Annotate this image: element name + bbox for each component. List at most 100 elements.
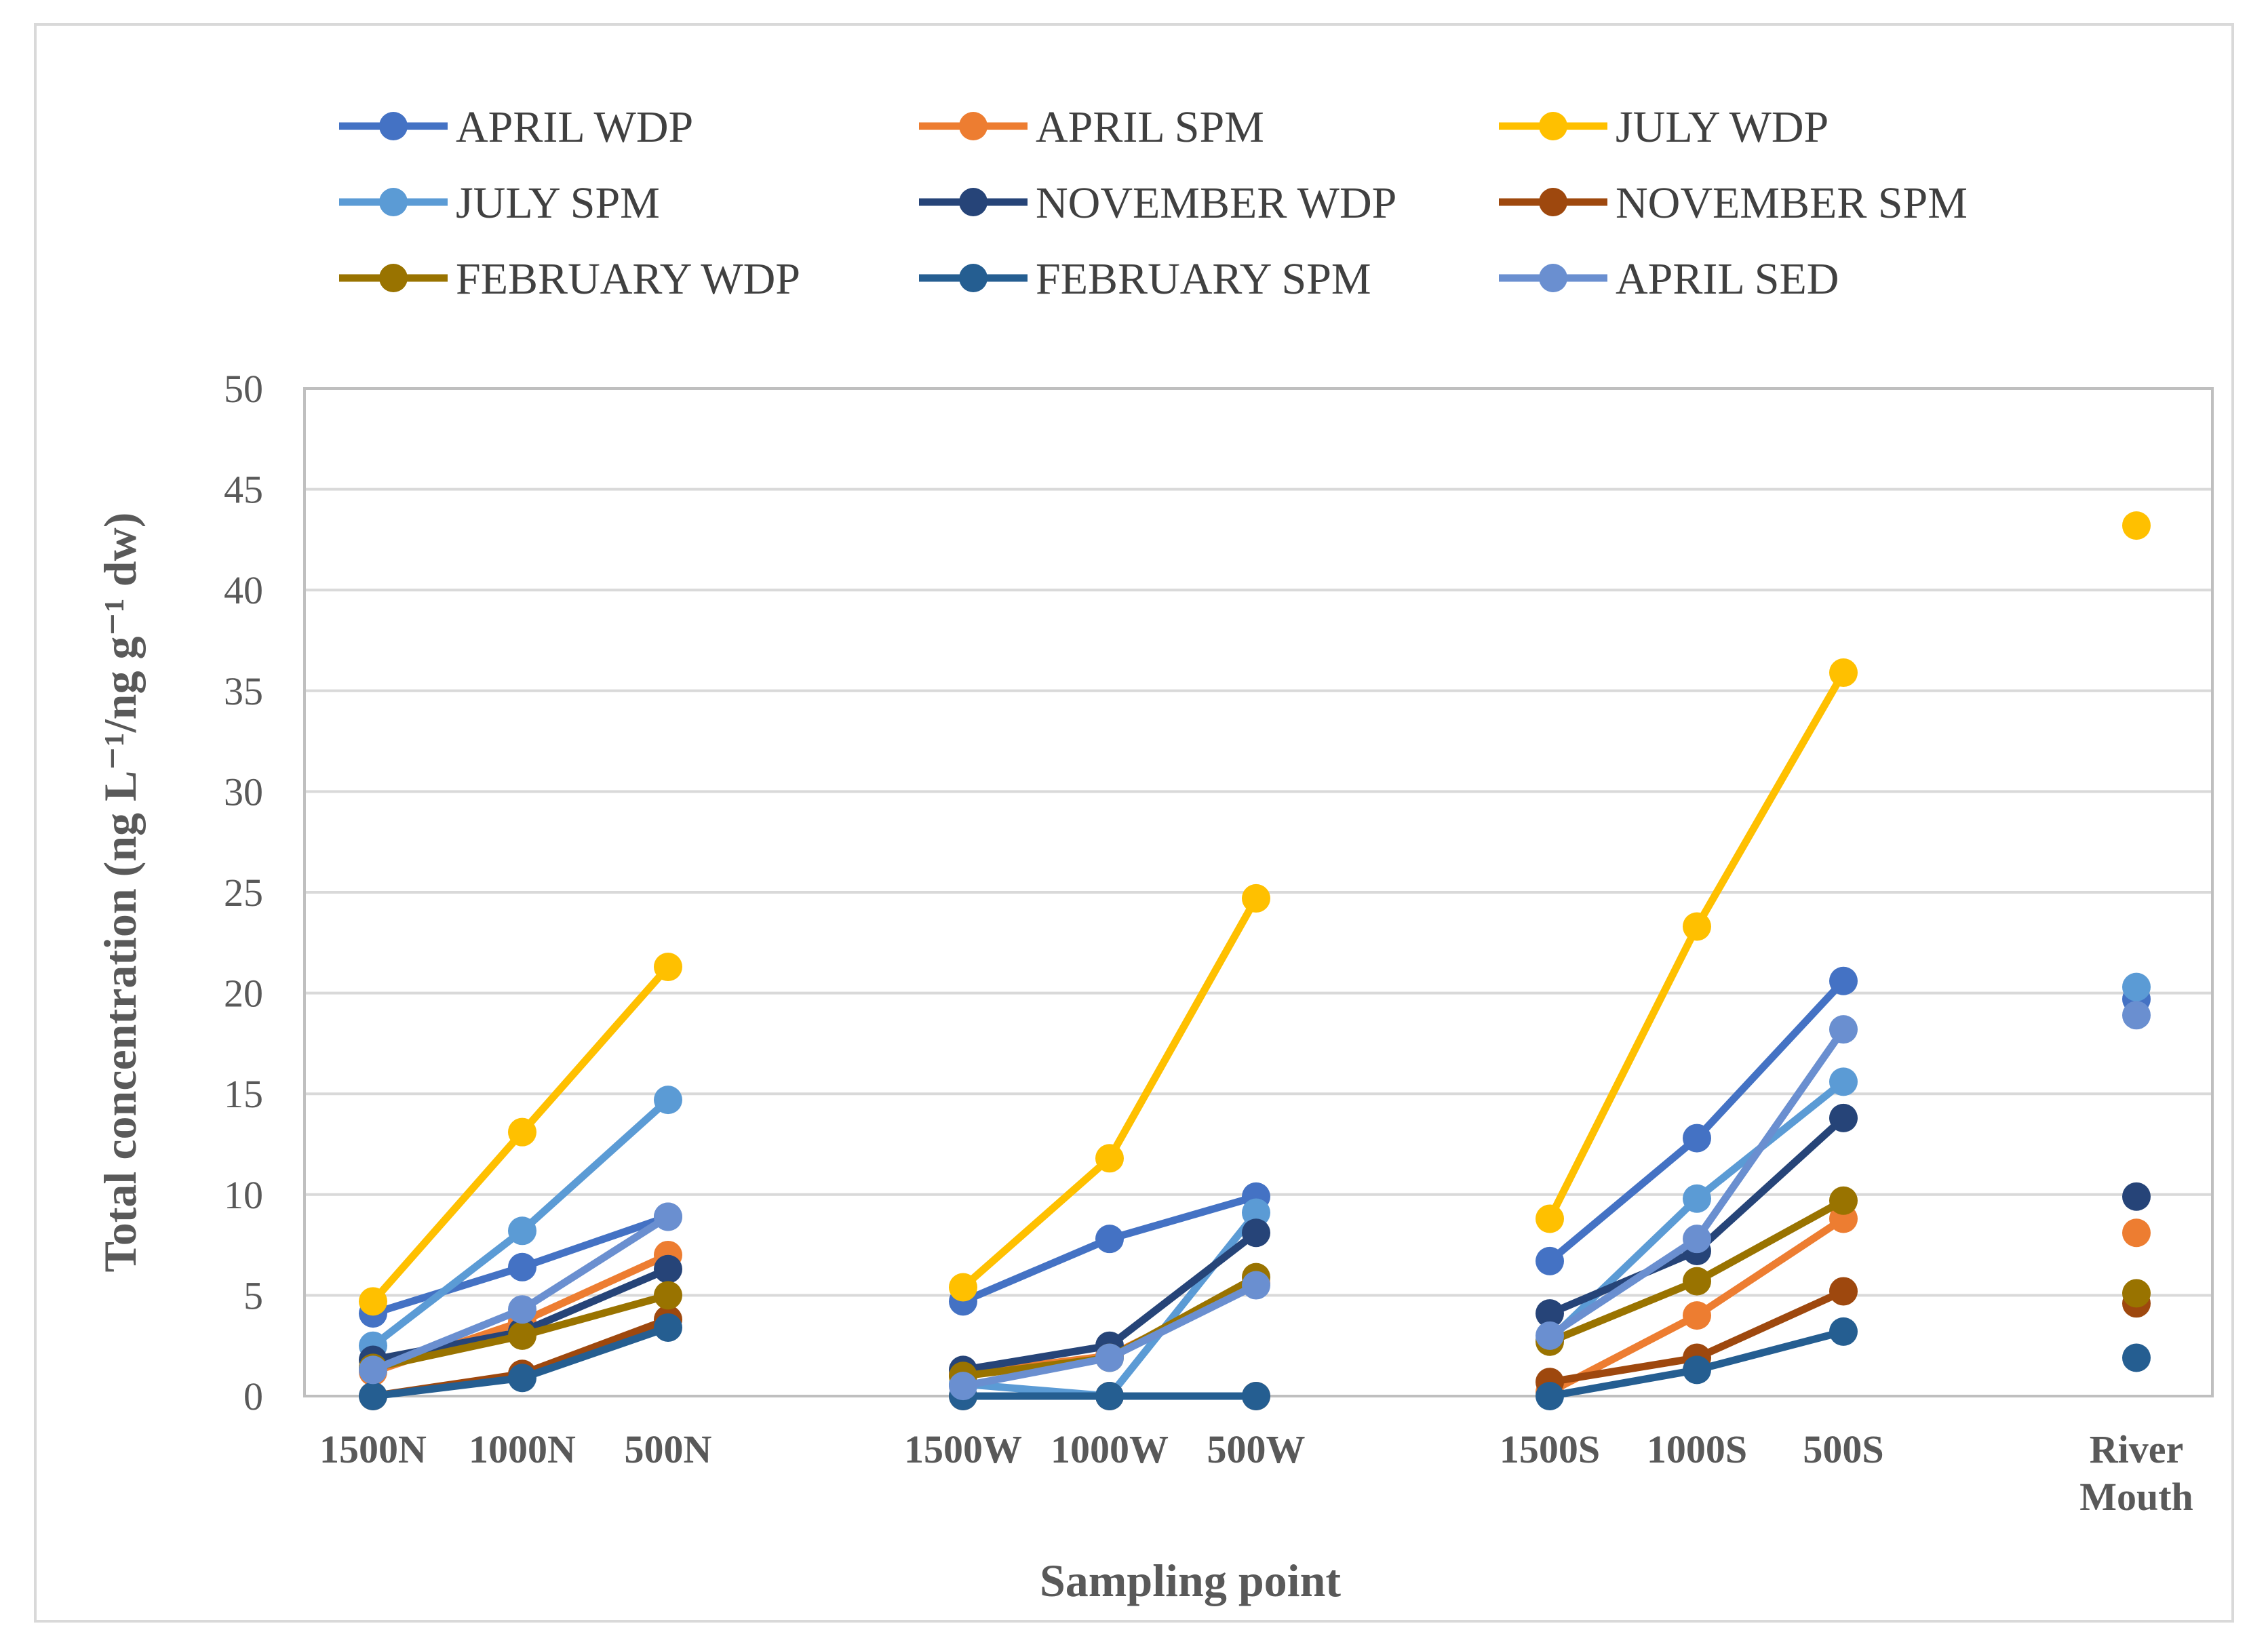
series-3-point-7 xyxy=(1683,1184,1711,1213)
legend-marker-0 xyxy=(379,112,408,140)
x-tick-label-9: River Mouth xyxy=(2079,1427,2193,1519)
series-8-point-2 xyxy=(654,1202,682,1231)
series-6-point-2 xyxy=(654,1281,682,1310)
series-2 xyxy=(359,511,2151,1316)
series-7-point-7 xyxy=(1683,1355,1711,1385)
legend-label-2: JULY WDP xyxy=(1616,102,1829,152)
legend-label-5: NOVEMBER SPM xyxy=(1616,178,1968,228)
series-8-point-4 xyxy=(1095,1343,1124,1372)
x-tick-label-2: 500N xyxy=(625,1427,712,1471)
series-8-point-9 xyxy=(2122,1001,2151,1030)
series-8-point-7 xyxy=(1683,1225,1711,1254)
x-axis-ticks: 1500N 1000N 500N 1500W 1000W 500W 1500S 1000S 50… xyxy=(319,1427,2193,1519)
y-tick-label-0: 0 xyxy=(243,1374,263,1418)
series-3-point-5 xyxy=(1242,1198,1270,1227)
series-2-point-7 xyxy=(1683,912,1711,941)
legend-marker-1 xyxy=(959,112,988,140)
x-tick-label-6: 1500S xyxy=(1500,1427,1600,1471)
series-4-point-2 xyxy=(654,1254,682,1284)
series-2-point-5 xyxy=(1242,883,1270,913)
series-1-point-7 xyxy=(1683,1301,1711,1330)
x-tick-label-3: 1500W xyxy=(904,1427,1022,1471)
x-axis-title: Sampling point xyxy=(1040,1555,1341,1606)
x-tick-label-1: 1000N xyxy=(469,1427,576,1471)
series-7-point-1 xyxy=(508,1364,536,1393)
y-tick-label-35: 35 xyxy=(224,669,263,713)
legend-item-5: NOVEMBER SPM xyxy=(1499,178,1968,228)
legend-item-0: APRIL WDP xyxy=(339,102,693,152)
legend-marker-6 xyxy=(379,264,408,292)
series-3-point-9 xyxy=(2122,972,2151,1001)
x-tick-label-8: 500S xyxy=(1803,1427,1883,1471)
series-8-point-1 xyxy=(508,1295,536,1324)
legend-marker-4 xyxy=(959,188,988,216)
series-8-point-0 xyxy=(359,1355,387,1385)
series-2-point-1 xyxy=(508,1117,536,1147)
legend-item-4: NOVEMBER WDP xyxy=(919,178,1396,228)
legend-marker-8 xyxy=(1539,264,1567,292)
series-layer xyxy=(359,511,2151,1410)
series-0-point-8 xyxy=(1829,966,1858,995)
series-2-point-6 xyxy=(1536,1204,1564,1233)
legend-marker-7 xyxy=(959,264,988,292)
legend: APRIL WDP APRIL SPM JULY WDP JULY SPM NOVEMB… xyxy=(339,102,1968,304)
series-7-point-4 xyxy=(1095,1382,1124,1410)
series-0-point-7 xyxy=(1683,1124,1711,1153)
y-tick-label-10: 10 xyxy=(224,1173,263,1217)
series-6-point-9 xyxy=(2122,1279,2151,1308)
series-0-point-4 xyxy=(1095,1225,1124,1254)
x-tick-label-7: 1000S xyxy=(1647,1427,1747,1471)
legend-label-0: APRIL WDP xyxy=(456,102,693,152)
series-0-point-1 xyxy=(508,1252,536,1282)
series-7-point-9 xyxy=(2122,1343,2151,1372)
series-8-point-6 xyxy=(1536,1321,1564,1350)
series-3-point-8 xyxy=(1829,1067,1858,1096)
series-6-point-1 xyxy=(508,1321,536,1350)
series-0-point-6 xyxy=(1536,1246,1564,1275)
legend-marker-3 xyxy=(379,188,408,216)
y-axis-title: Total concentration (ng L⁻¹/ng g⁻¹ dw) xyxy=(94,513,146,1273)
x-tick-label-5: 500W xyxy=(1207,1427,1306,1471)
y-tick-label-20: 20 xyxy=(224,972,263,1016)
series-7-point-5 xyxy=(1242,1382,1270,1410)
series-6-point-8 xyxy=(1829,1186,1858,1215)
legend-marker-5 xyxy=(1539,188,1567,216)
series-2-point-2 xyxy=(654,952,682,981)
series-3-point-2 xyxy=(654,1086,682,1115)
series-8-point-5 xyxy=(1242,1271,1270,1300)
legend-item-3: JULY SPM xyxy=(339,178,660,228)
series-4-point-8 xyxy=(1829,1103,1858,1132)
series-3-point-1 xyxy=(508,1216,536,1246)
y-tick-label-45: 45 xyxy=(224,468,263,512)
legend-item-6: FEBRUARY WDP xyxy=(339,254,800,304)
legend-label-3: JULY SPM xyxy=(456,178,660,228)
y-axis-ticks: 0 5 10 15 20 25 30 35 40 45 50 xyxy=(224,367,263,1418)
series-7-point-2 xyxy=(654,1313,682,1342)
legend-item-2: JULY WDP xyxy=(1499,102,1829,152)
series-4-point-5 xyxy=(1242,1218,1270,1248)
legend-label-4: NOVEMBER WDP xyxy=(1036,178,1396,228)
y-tick-label-30: 30 xyxy=(224,770,263,814)
series-4-point-9 xyxy=(2122,1182,2151,1211)
y-tick-label-25: 25 xyxy=(224,871,263,915)
legend-label-6: FEBRUARY WDP xyxy=(456,254,800,304)
legend-label-1: APRIL SPM xyxy=(1036,102,1264,152)
series-8-point-8 xyxy=(1829,1015,1858,1044)
legend-item-7: FEBRUARY SPM xyxy=(919,254,1371,304)
series-5-point-8 xyxy=(1829,1277,1858,1306)
series-2-point-4 xyxy=(1095,1144,1124,1173)
legend-label-8: APRIL SED xyxy=(1616,254,1839,304)
y-tick-label-15: 15 xyxy=(224,1072,263,1116)
series-8 xyxy=(359,1001,2151,1401)
legend-item-8: APRIL SED xyxy=(1499,254,1839,304)
series-2-point-9 xyxy=(2122,511,2151,540)
series-8-point-3 xyxy=(949,1372,977,1401)
x-tick-label-4: 1000W xyxy=(1051,1427,1169,1471)
legend-label-7: FEBRUARY SPM xyxy=(1036,254,1371,304)
series-4-point-6 xyxy=(1536,1299,1564,1328)
series-2-point-8 xyxy=(1829,658,1858,688)
x-tick-label-0: 1500N xyxy=(319,1427,427,1471)
y-tick-label-50: 50 xyxy=(224,367,263,411)
legend-item-1: APRIL SPM xyxy=(919,102,1264,152)
